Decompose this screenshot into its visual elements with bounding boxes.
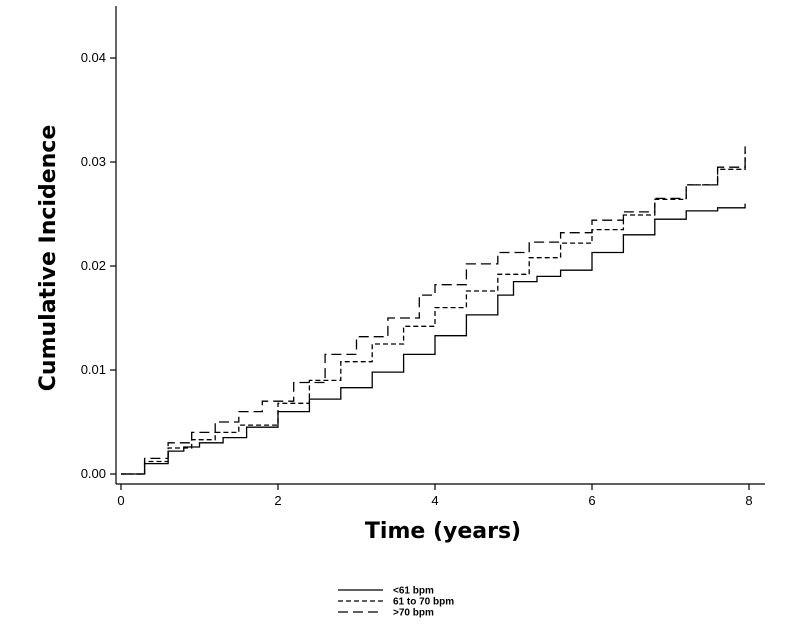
legend-label: <61 bpm [393, 586, 434, 597]
y-axis-title: Cumulative Incidence [36, 125, 61, 391]
y-tick-label: 0.04 [81, 50, 106, 65]
y-tick-label: 0.02 [81, 258, 106, 273]
x-tick-label: 4 [431, 493, 438, 508]
x-axis-title: Time (years) [365, 519, 521, 544]
series-line-2 [121, 151, 746, 475]
x-tick-label: 0 [117, 493, 124, 508]
x-tick-label: 6 [588, 493, 595, 508]
series-lines [121, 146, 746, 475]
series-line-1 [121, 203, 746, 475]
series-line-3 [121, 146, 746, 475]
legend-label: >70 bpm [393, 608, 434, 619]
y-tick-label: 0.00 [81, 466, 106, 481]
y-tick-label: 0.03 [81, 154, 106, 169]
y-tick-label: 0.01 [81, 362, 106, 377]
legend-label: 61 to 70 bpm [393, 597, 454, 608]
y-ticks: 0.00 0.01 0.02 0.03 0.04 [81, 50, 116, 481]
x-tick-label: 2 [274, 493, 281, 508]
x-tick-label: 8 [745, 493, 752, 508]
x-ticks: 0 2 4 6 8 [117, 484, 753, 508]
axes [115, 6, 765, 485]
